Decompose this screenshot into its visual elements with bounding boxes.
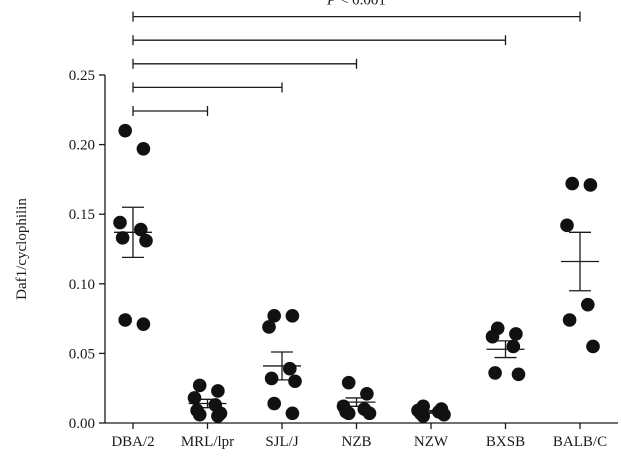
x-tick-label: SJL/J [265, 434, 299, 450]
data-point [362, 406, 377, 421]
data-point [581, 297, 595, 312]
y-tick-label: 0.25 [69, 68, 95, 84]
data-point [586, 339, 600, 354]
data-point [437, 407, 451, 422]
data-point [485, 329, 500, 344]
data-point [511, 367, 526, 382]
data-point [285, 406, 300, 421]
y-axis-title: Daf1/cyclophilin [14, 198, 30, 300]
data-point [283, 361, 297, 376]
data-point [136, 317, 151, 331]
data-point [285, 309, 300, 323]
axes-layer: 0.00 0.05 0.10 0.15 0.20 0.25 DBA/2 MRL/lpr SJL/… [69, 68, 618, 450]
p-value: < 0.001 [336, 0, 386, 9]
x-tick-label: NZB [342, 434, 372, 450]
data-point [341, 375, 356, 390]
x-tick-label: BALB/C [553, 434, 607, 450]
data-point [341, 406, 356, 421]
y-tick-label: 0.05 [69, 346, 95, 362]
data-point [264, 371, 279, 386]
data-point [113, 215, 127, 230]
data-point [488, 366, 502, 380]
significance-label: P < 0.001 [326, 0, 386, 9]
data-point [562, 313, 577, 327]
data-point [560, 218, 574, 233]
data-point [115, 231, 130, 245]
data-point [118, 123, 132, 138]
data-point [509, 327, 523, 341]
data-point [565, 176, 579, 191]
data-point [506, 339, 521, 354]
data-point [211, 409, 225, 423]
x-tick-label: BXSB [486, 434, 525, 450]
data-point [262, 320, 276, 334]
x-tick-label: MRL/lpr [181, 434, 234, 450]
data-point [211, 384, 225, 398]
x-tick-label: NZW [414, 434, 449, 450]
data-point [267, 309, 282, 323]
x-tick-label: DBA/2 [111, 434, 154, 450]
points-layer [113, 123, 600, 423]
data-point [583, 178, 598, 192]
p-symbol: P [326, 0, 336, 9]
data-point [118, 313, 132, 327]
data-point [136, 141, 151, 156]
data-point [134, 222, 148, 237]
significance-layer [132, 11, 581, 116]
data-point [187, 391, 202, 405]
data-point [192, 407, 207, 422]
data-point [192, 378, 207, 393]
data-point [288, 374, 302, 389]
y-tick-label: 0.00 [69, 416, 95, 432]
data-point [360, 386, 374, 401]
y-tick-label: 0.15 [69, 207, 95, 223]
data-point [267, 396, 282, 411]
data-point [139, 233, 153, 248]
y-tick-label: 0.20 [69, 138, 95, 154]
data-point [416, 409, 431, 423]
y-tick-label: 0.10 [69, 277, 95, 293]
mean-sem-layer [114, 206, 599, 414]
